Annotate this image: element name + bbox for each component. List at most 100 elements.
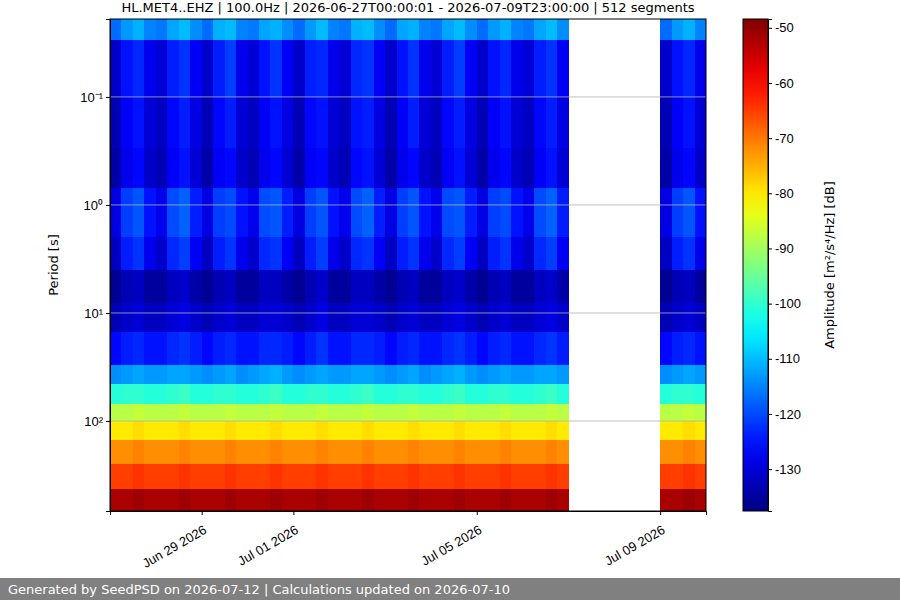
- cell: [397, 40, 409, 97]
- cell: [672, 97, 684, 149]
- cell: [202, 188, 214, 238]
- colorbar-tick-label: -50: [775, 20, 794, 35]
- cell: [419, 97, 431, 149]
- cell: [225, 421, 237, 441]
- cell: [431, 188, 443, 238]
- cell: [362, 489, 374, 511]
- cell: [351, 270, 363, 303]
- cell: [351, 97, 363, 149]
- cell: [179, 332, 191, 365]
- cell: [408, 365, 420, 385]
- cell: [351, 404, 363, 421]
- cell: [534, 332, 546, 365]
- cell: [442, 188, 454, 238]
- cell: [305, 365, 317, 385]
- cell: [534, 188, 546, 238]
- cell: [190, 237, 202, 270]
- cell: [190, 464, 202, 490]
- cell: [293, 188, 305, 238]
- cell: [488, 148, 500, 188]
- cell: [259, 97, 271, 149]
- cell: [259, 19, 271, 41]
- cell: [431, 440, 443, 464]
- cell: [695, 489, 706, 511]
- x-tick: Jul 05 2026: [418, 511, 484, 569]
- cell: [683, 188, 695, 238]
- cell: [511, 303, 523, 333]
- cell: [328, 489, 340, 511]
- cell: [225, 303, 237, 333]
- cell: [282, 148, 294, 188]
- cell: [397, 97, 409, 149]
- cell: [282, 404, 294, 421]
- cell: [500, 303, 512, 333]
- cell: [293, 365, 305, 385]
- cell: [500, 440, 512, 464]
- cell: [316, 19, 328, 41]
- cell: [167, 237, 179, 270]
- cell: [534, 19, 546, 41]
- cell: [248, 237, 260, 270]
- cell: [305, 188, 317, 238]
- cell: [477, 332, 489, 365]
- cell: [248, 188, 260, 238]
- cell: [213, 97, 225, 149]
- cell: [500, 332, 512, 365]
- cell: [144, 489, 156, 511]
- cell: [511, 148, 523, 188]
- grid: [110, 97, 706, 421]
- cell: [179, 148, 191, 188]
- cell: [236, 489, 248, 511]
- cell: [523, 19, 535, 41]
- cell: [259, 40, 271, 97]
- y-tick-label: 10¹: [84, 306, 103, 321]
- cell: [362, 303, 374, 333]
- cell: [534, 489, 546, 511]
- cell: [225, 464, 237, 490]
- cell: [465, 440, 477, 464]
- cell: [282, 188, 294, 238]
- cell: [557, 97, 569, 149]
- cell: [293, 440, 305, 464]
- cell: [293, 464, 305, 490]
- cell: [419, 188, 431, 238]
- cell: [660, 365, 672, 385]
- cell: [236, 421, 248, 441]
- cell: [110, 464, 122, 490]
- cell: [339, 440, 351, 464]
- colorbar-tick-label: -120: [775, 407, 801, 422]
- cell: [534, 404, 546, 421]
- cell: [488, 421, 500, 441]
- grid-line: [110, 420, 706, 421]
- cell: [270, 303, 282, 333]
- cell: [454, 188, 466, 238]
- cell: [488, 464, 500, 490]
- cell: [408, 40, 420, 97]
- colorbar-tick: -100: [768, 296, 801, 311]
- cell: [511, 384, 523, 405]
- cell: [683, 365, 695, 385]
- cell: [339, 332, 351, 365]
- cell: [500, 19, 512, 41]
- cell: [202, 489, 214, 511]
- cell: [282, 332, 294, 365]
- cell: [270, 148, 282, 188]
- cell: [511, 19, 523, 41]
- cell: [374, 148, 386, 188]
- cell: [167, 188, 179, 238]
- cell: [477, 384, 489, 405]
- cell: [546, 421, 558, 441]
- cell: [362, 464, 374, 490]
- y-tick: 10²: [84, 414, 110, 429]
- cell: [328, 148, 340, 188]
- cell: [695, 19, 706, 41]
- cell: [213, 40, 225, 97]
- cell: [213, 384, 225, 405]
- cell: [534, 270, 546, 303]
- cell: [465, 19, 477, 41]
- cell: [167, 440, 179, 464]
- cell: [546, 40, 558, 97]
- cell: [419, 365, 431, 385]
- cell: [190, 440, 202, 464]
- cell: [557, 464, 569, 490]
